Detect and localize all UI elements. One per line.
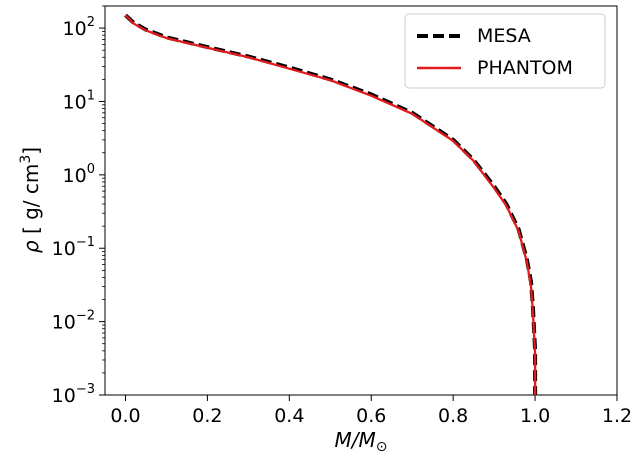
y-tick-label: 10−1	[52, 235, 95, 260]
x-tick-label: 0.2	[192, 405, 222, 427]
series-layer	[124, 13, 538, 395]
x-tick-label: 0.6	[356, 405, 386, 427]
x-tick-label: 0.4	[274, 405, 304, 427]
legend: MESA PHANTOM	[404, 13, 606, 89]
x-tick-label: 1.2	[602, 405, 632, 427]
plot-frame	[104, 5, 618, 396]
legend-mesa-label: MESA	[477, 25, 531, 47]
legend-phantom-label: PHANTOM	[477, 57, 573, 79]
y-tick-label: 101	[63, 88, 95, 113]
y-axis-ticks: 102 101 100 10−1 10−2 10−3	[52, 5, 105, 407]
y-tick-label: 10−3	[52, 382, 95, 407]
series-line-phantom	[124, 14, 537, 395]
y-tick-label: 100	[63, 162, 95, 187]
x-tick-label: 0.0	[110, 405, 140, 427]
x-axis-ticks: 0.0 0.2 0.4 0.6 0.8 1.0 1.2	[110, 395, 632, 427]
y-axis-label: ρ [ g/ cm3]	[18, 147, 43, 253]
plot-area: 0.0 0.2 0.4 0.6 0.8 1.0 1.2 10210110010−110−21…	[52, 5, 632, 427]
x-tick-label: 0.8	[438, 405, 468, 427]
legend-box	[404, 13, 606, 89]
x-tick-label: 1.0	[520, 405, 550, 427]
y-tick-label: 10−2	[52, 309, 95, 334]
y-tick-label: 102	[63, 15, 95, 40]
